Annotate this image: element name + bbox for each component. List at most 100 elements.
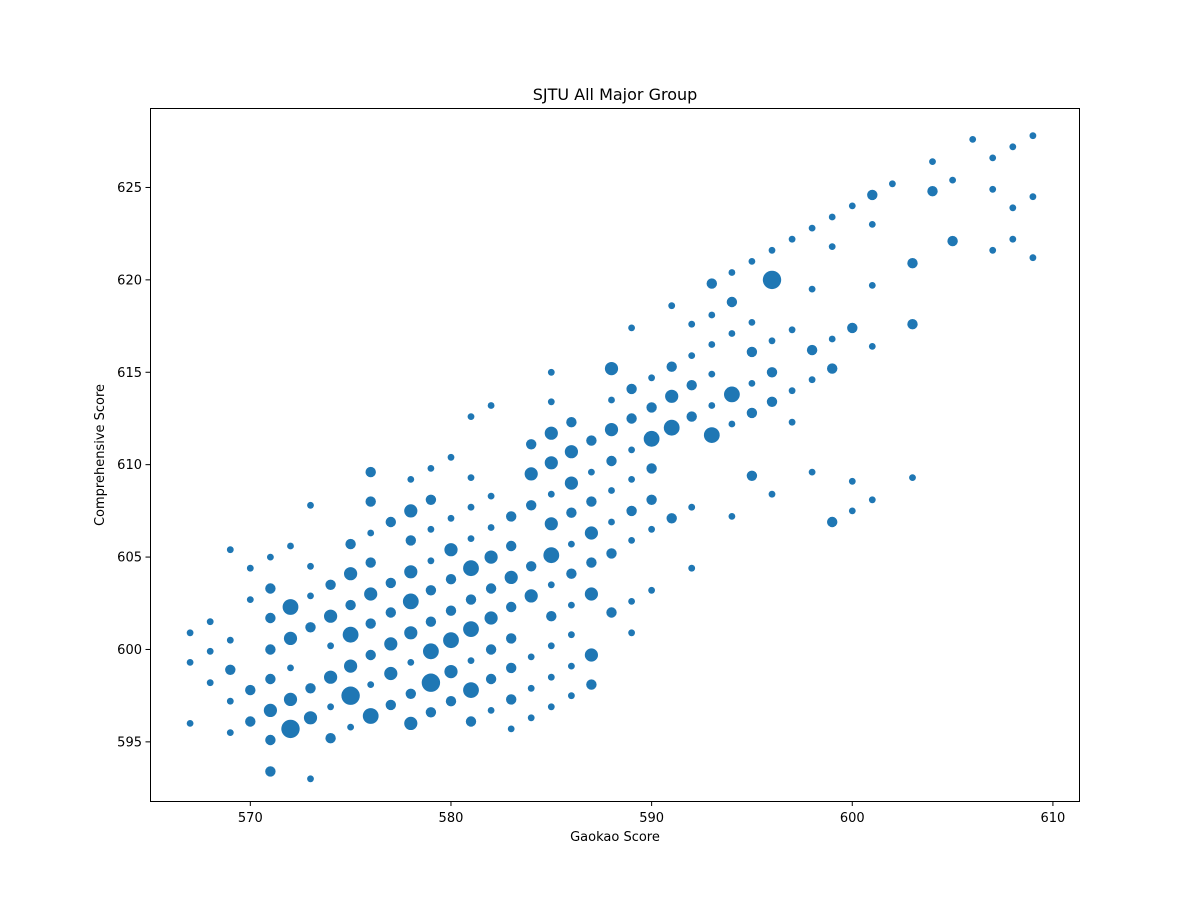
scatter-point <box>889 180 896 188</box>
scatter-point <box>467 657 475 664</box>
x-axis-title: Gaokao Score <box>570 830 660 845</box>
scatter-point <box>969 136 977 143</box>
scatter-point <box>342 626 359 643</box>
scatter-point <box>427 525 435 533</box>
scatter-point <box>364 587 378 601</box>
scatter-point <box>246 564 254 572</box>
scatter-point <box>362 708 379 724</box>
y-tick-label: 620 <box>117 273 142 288</box>
scatter-point <box>544 426 558 440</box>
scatter-point <box>206 647 214 655</box>
scatter-point <box>206 618 214 626</box>
scatter-point <box>487 524 495 531</box>
scatter-point <box>283 692 298 707</box>
scatter-point <box>407 476 415 483</box>
scatter-point <box>444 665 458 679</box>
scatter-point <box>385 699 396 711</box>
scatter-point <box>287 664 294 672</box>
scatter-point <box>404 565 418 579</box>
scatter-point <box>566 417 577 428</box>
scatter-point <box>527 653 535 661</box>
scatter-point <box>345 538 356 550</box>
scatter-point <box>646 494 657 505</box>
scatter-point <box>584 587 599 601</box>
scatter-point <box>586 496 597 507</box>
scatter-point <box>307 592 314 600</box>
scatter-point <box>708 402 716 409</box>
scatter-point <box>385 516 396 528</box>
scatter-point <box>568 692 575 700</box>
scatter-point <box>768 246 776 254</box>
scatter-point <box>628 324 635 332</box>
scatter-point <box>828 213 836 221</box>
scatter-point <box>788 326 796 334</box>
scatter-point <box>746 470 758 481</box>
scatter-point <box>708 370 716 378</box>
scatter-point <box>487 492 495 500</box>
y-tick-label: 595 <box>117 735 142 750</box>
scatter-point <box>808 376 816 384</box>
scatter-point <box>688 564 696 572</box>
scatter-point <box>327 703 334 711</box>
scatter-point <box>628 537 635 544</box>
scatter-point <box>568 662 575 670</box>
scatter-point <box>546 611 557 622</box>
scatter-point <box>746 407 758 419</box>
scatter-point <box>506 662 517 674</box>
scatter-point <box>762 270 782 290</box>
scatter-point <box>385 577 396 589</box>
scatter-point <box>425 616 437 627</box>
scatter-point <box>663 419 680 436</box>
scatter-point <box>686 411 697 422</box>
scatter-point <box>728 269 736 276</box>
scatter-point <box>265 644 276 655</box>
scatter-point <box>808 468 816 476</box>
scatter-point <box>504 570 518 585</box>
scatter-point <box>186 659 194 666</box>
scatter-point <box>628 476 635 483</box>
scatter-point <box>665 389 679 403</box>
scatter-point <box>526 439 537 450</box>
scatter-point <box>547 581 555 589</box>
scatter-point <box>947 235 958 247</box>
scatter-point <box>367 529 375 537</box>
scatter-point <box>427 557 435 565</box>
scatter-point <box>708 311 716 319</box>
scatter-point <box>404 504 418 518</box>
scatter-point <box>724 386 740 403</box>
scatter-point <box>666 513 677 524</box>
scatter-point <box>365 496 376 507</box>
scatter-point <box>423 643 439 660</box>
scatter-point <box>628 446 635 454</box>
scatter-point <box>989 185 997 193</box>
scatter-point <box>586 679 597 690</box>
scatter-point <box>608 396 615 404</box>
scatter-point <box>547 642 555 650</box>
scatter-point <box>648 525 655 533</box>
chart-title: SJTU All Major Group <box>533 85 698 104</box>
scatter-point <box>484 611 498 625</box>
scatter-point <box>949 176 956 184</box>
scatter-point <box>646 402 657 413</box>
x-tick-label: 580 <box>439 811 464 826</box>
scatter-point <box>827 516 838 528</box>
scatter-point <box>848 507 856 515</box>
scatter-point <box>245 684 256 696</box>
scatter-point <box>186 720 194 727</box>
scatter-point <box>788 235 796 243</box>
scatter-point <box>588 468 595 476</box>
scatter-point <box>646 463 657 474</box>
scatter-point <box>907 319 918 330</box>
scatter-point <box>748 380 756 387</box>
scatter-point <box>445 605 457 616</box>
y-axis-ticks: 595 600 605 610 615 620 625 <box>117 181 151 750</box>
scatter-point <box>608 487 615 494</box>
scatter-point <box>989 246 997 254</box>
scatter-point <box>305 683 316 694</box>
scatter-point <box>544 517 558 531</box>
scatter-point <box>606 548 617 559</box>
scatter-point <box>927 186 938 197</box>
scatter-point <box>226 697 234 705</box>
x-tick-label: 600 <box>840 811 865 826</box>
scatter-point <box>341 686 360 705</box>
